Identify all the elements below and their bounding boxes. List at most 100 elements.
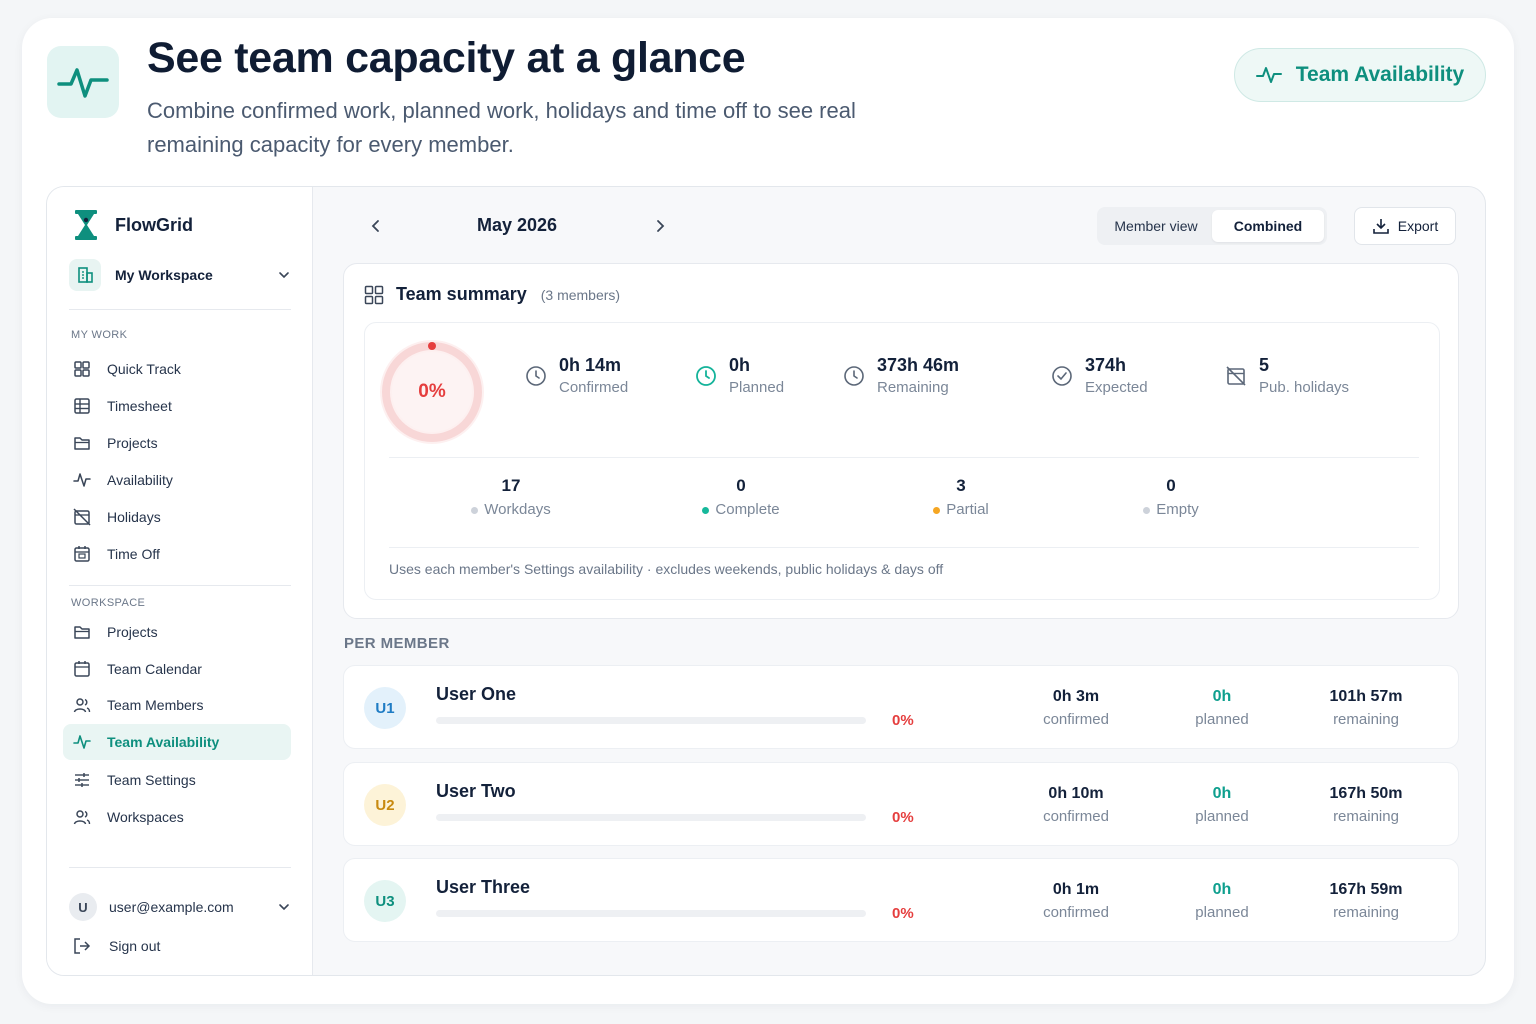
calendar-off-icon xyxy=(1226,366,1246,386)
sidebar-item-team-members[interactable]: Team Members xyxy=(63,687,291,723)
stat-value: 0h xyxy=(729,355,751,375)
chevron-left-icon[interactable] xyxy=(367,217,385,235)
sign-out-icon xyxy=(74,938,91,954)
member-row[interactable]: U3 User Three 0% 0h 1m confirmed 0h planne… xyxy=(343,858,1459,942)
member-remaining: 101h 57m remaining xyxy=(1329,688,1403,728)
chevron-right-icon[interactable] xyxy=(651,217,669,235)
sidebar-item-label: Quick Track xyxy=(107,361,181,377)
member-row[interactable]: U2 User Two 0% 0h 10m confirmed 0h planned… xyxy=(343,762,1459,846)
team-summary-card: Team summary (3 members) 0% 0h 14m Confir… xyxy=(343,263,1459,619)
sidebar-item-availability[interactable]: Availability xyxy=(63,462,291,498)
sidebar-item-label: Holidays xyxy=(107,509,161,525)
workspace-select[interactable]: My Workspace xyxy=(69,257,291,293)
summary-title: Team summary xyxy=(396,284,527,304)
brand[interactable]: FlowGrid xyxy=(73,209,193,241)
sidebar-item-time-off[interactable]: Time Off xyxy=(63,536,291,572)
member-view-button[interactable]: Member view xyxy=(1114,218,1198,234)
hourglass-logo-icon xyxy=(75,210,97,240)
clock-icon xyxy=(844,366,864,386)
avatar: U1 xyxy=(364,687,406,729)
pulse-icon xyxy=(1255,67,1282,83)
page-subtitle: Combine confirmed work, planned work, ho… xyxy=(147,98,856,157)
section-label-workspace: WORKSPACE xyxy=(71,597,146,609)
stat-label: Planned xyxy=(729,379,785,396)
day-count-empty: 0 Empty xyxy=(1071,475,1271,523)
calendar-icon xyxy=(74,661,90,677)
view-toggle: Member view Combined xyxy=(1097,207,1327,245)
chevron-down-icon xyxy=(279,272,289,279)
folder-icon xyxy=(74,437,90,450)
stat-label: Confirmed xyxy=(559,379,629,396)
sidebar-item-label: Workspaces xyxy=(107,809,184,825)
member-confirmed: 0h 3m confirmed xyxy=(1043,688,1109,728)
member-progress-bar xyxy=(436,717,866,724)
sidebar-item-team-settings[interactable]: Team Settings xyxy=(63,762,291,798)
member-confirmed: 0h 1m confirmed xyxy=(1043,881,1109,921)
divider xyxy=(69,867,291,868)
brand-name: FlowGrid xyxy=(115,214,193,235)
sidebar: FlowGrid My Workspace MY WORK Quick Trac… xyxy=(47,187,313,975)
member-remaining: 167h 59m remaining xyxy=(1329,881,1403,921)
sidebar-item-projects[interactable]: Projects xyxy=(63,425,291,461)
member-progress-bar xyxy=(436,910,866,917)
day-count-complete: 0 Complete xyxy=(641,475,841,523)
sidebar-item-team-calendar[interactable]: Team Calendar xyxy=(63,651,291,687)
divider xyxy=(389,457,1419,458)
member-planned: 0h planned xyxy=(1195,881,1249,921)
divider xyxy=(69,309,291,310)
day-count-label: Partial xyxy=(861,497,1061,523)
member-progress-bar xyxy=(436,814,866,821)
stat-value: 5 xyxy=(1259,355,1270,375)
member-row[interactable]: U1 User One 0% 0h 3m confirmed 0h planned … xyxy=(343,665,1459,749)
stat-planned: 0h Planned xyxy=(695,353,784,399)
stat-label: Remaining xyxy=(877,379,949,396)
stat-value: 374h xyxy=(1085,355,1127,375)
check-circle-icon xyxy=(1052,366,1072,386)
sidebar-item-quick-track[interactable]: Quick Track xyxy=(63,351,291,387)
day-count-label: Workdays xyxy=(411,497,611,523)
chevron-down-icon xyxy=(279,904,289,911)
member-percent: 0% xyxy=(892,712,914,729)
clock-icon xyxy=(696,366,716,386)
sidebar-item-label: Team Members xyxy=(107,697,204,713)
sidebar-item-label: Timesheet xyxy=(107,398,172,414)
grid-icon xyxy=(364,285,384,304)
member-planned: 0h planned xyxy=(1195,688,1249,728)
member-name: User One xyxy=(436,684,517,704)
sidebar-item-workspace-projects[interactable]: Projects xyxy=(63,614,291,650)
sidebar-item-team-availability[interactable]: Team Availability xyxy=(63,724,291,760)
export-button[interactable]: Export xyxy=(1354,207,1456,245)
status-dot xyxy=(1143,506,1151,514)
users-icon xyxy=(73,698,91,713)
stat-value: 0h 14m xyxy=(559,355,622,375)
team-availability-badge[interactable]: Team Availability xyxy=(1234,48,1486,102)
stat-label: Pub. holidays xyxy=(1259,379,1350,396)
avatar: U2 xyxy=(364,784,406,826)
sidebar-item-timesheet[interactable]: Timesheet xyxy=(63,388,291,424)
table-icon xyxy=(74,398,90,414)
divider xyxy=(69,585,291,586)
pulse-icon xyxy=(47,46,119,118)
combined-view-button[interactable]: Combined xyxy=(1212,210,1324,242)
sidebar-item-workspaces[interactable]: Workspaces xyxy=(63,799,291,835)
sign-out-button[interactable]: Sign out xyxy=(73,937,160,955)
status-dot xyxy=(471,506,479,514)
member-remaining: 167h 50m remaining xyxy=(1329,785,1403,825)
stat-confirmed: 0h 14m Confirmed xyxy=(525,353,628,399)
clock-icon xyxy=(526,366,546,386)
sidebar-item-label: Team Settings xyxy=(107,772,196,788)
sidebar-item-label: Team Availability xyxy=(107,734,220,750)
avatar: U xyxy=(69,893,97,921)
sidebar-item-label: Availability xyxy=(107,472,173,488)
day-count-partial: 3 Partial xyxy=(861,475,1061,523)
capacity-percent: 0% xyxy=(418,381,446,402)
sidebar-item-label: Time Off xyxy=(107,546,160,562)
status-dot xyxy=(702,506,710,514)
sliders-icon xyxy=(75,773,89,787)
section-label-my-work: MY WORK xyxy=(71,329,128,341)
stat-expected: 374h Expected xyxy=(1051,353,1148,399)
day-count-value: 3 xyxy=(956,476,966,495)
summary-header: Team summary (3 members) xyxy=(364,284,620,305)
sidebar-item-holidays[interactable]: Holidays xyxy=(63,499,291,535)
user-menu[interactable]: U user@example.com xyxy=(69,891,291,923)
